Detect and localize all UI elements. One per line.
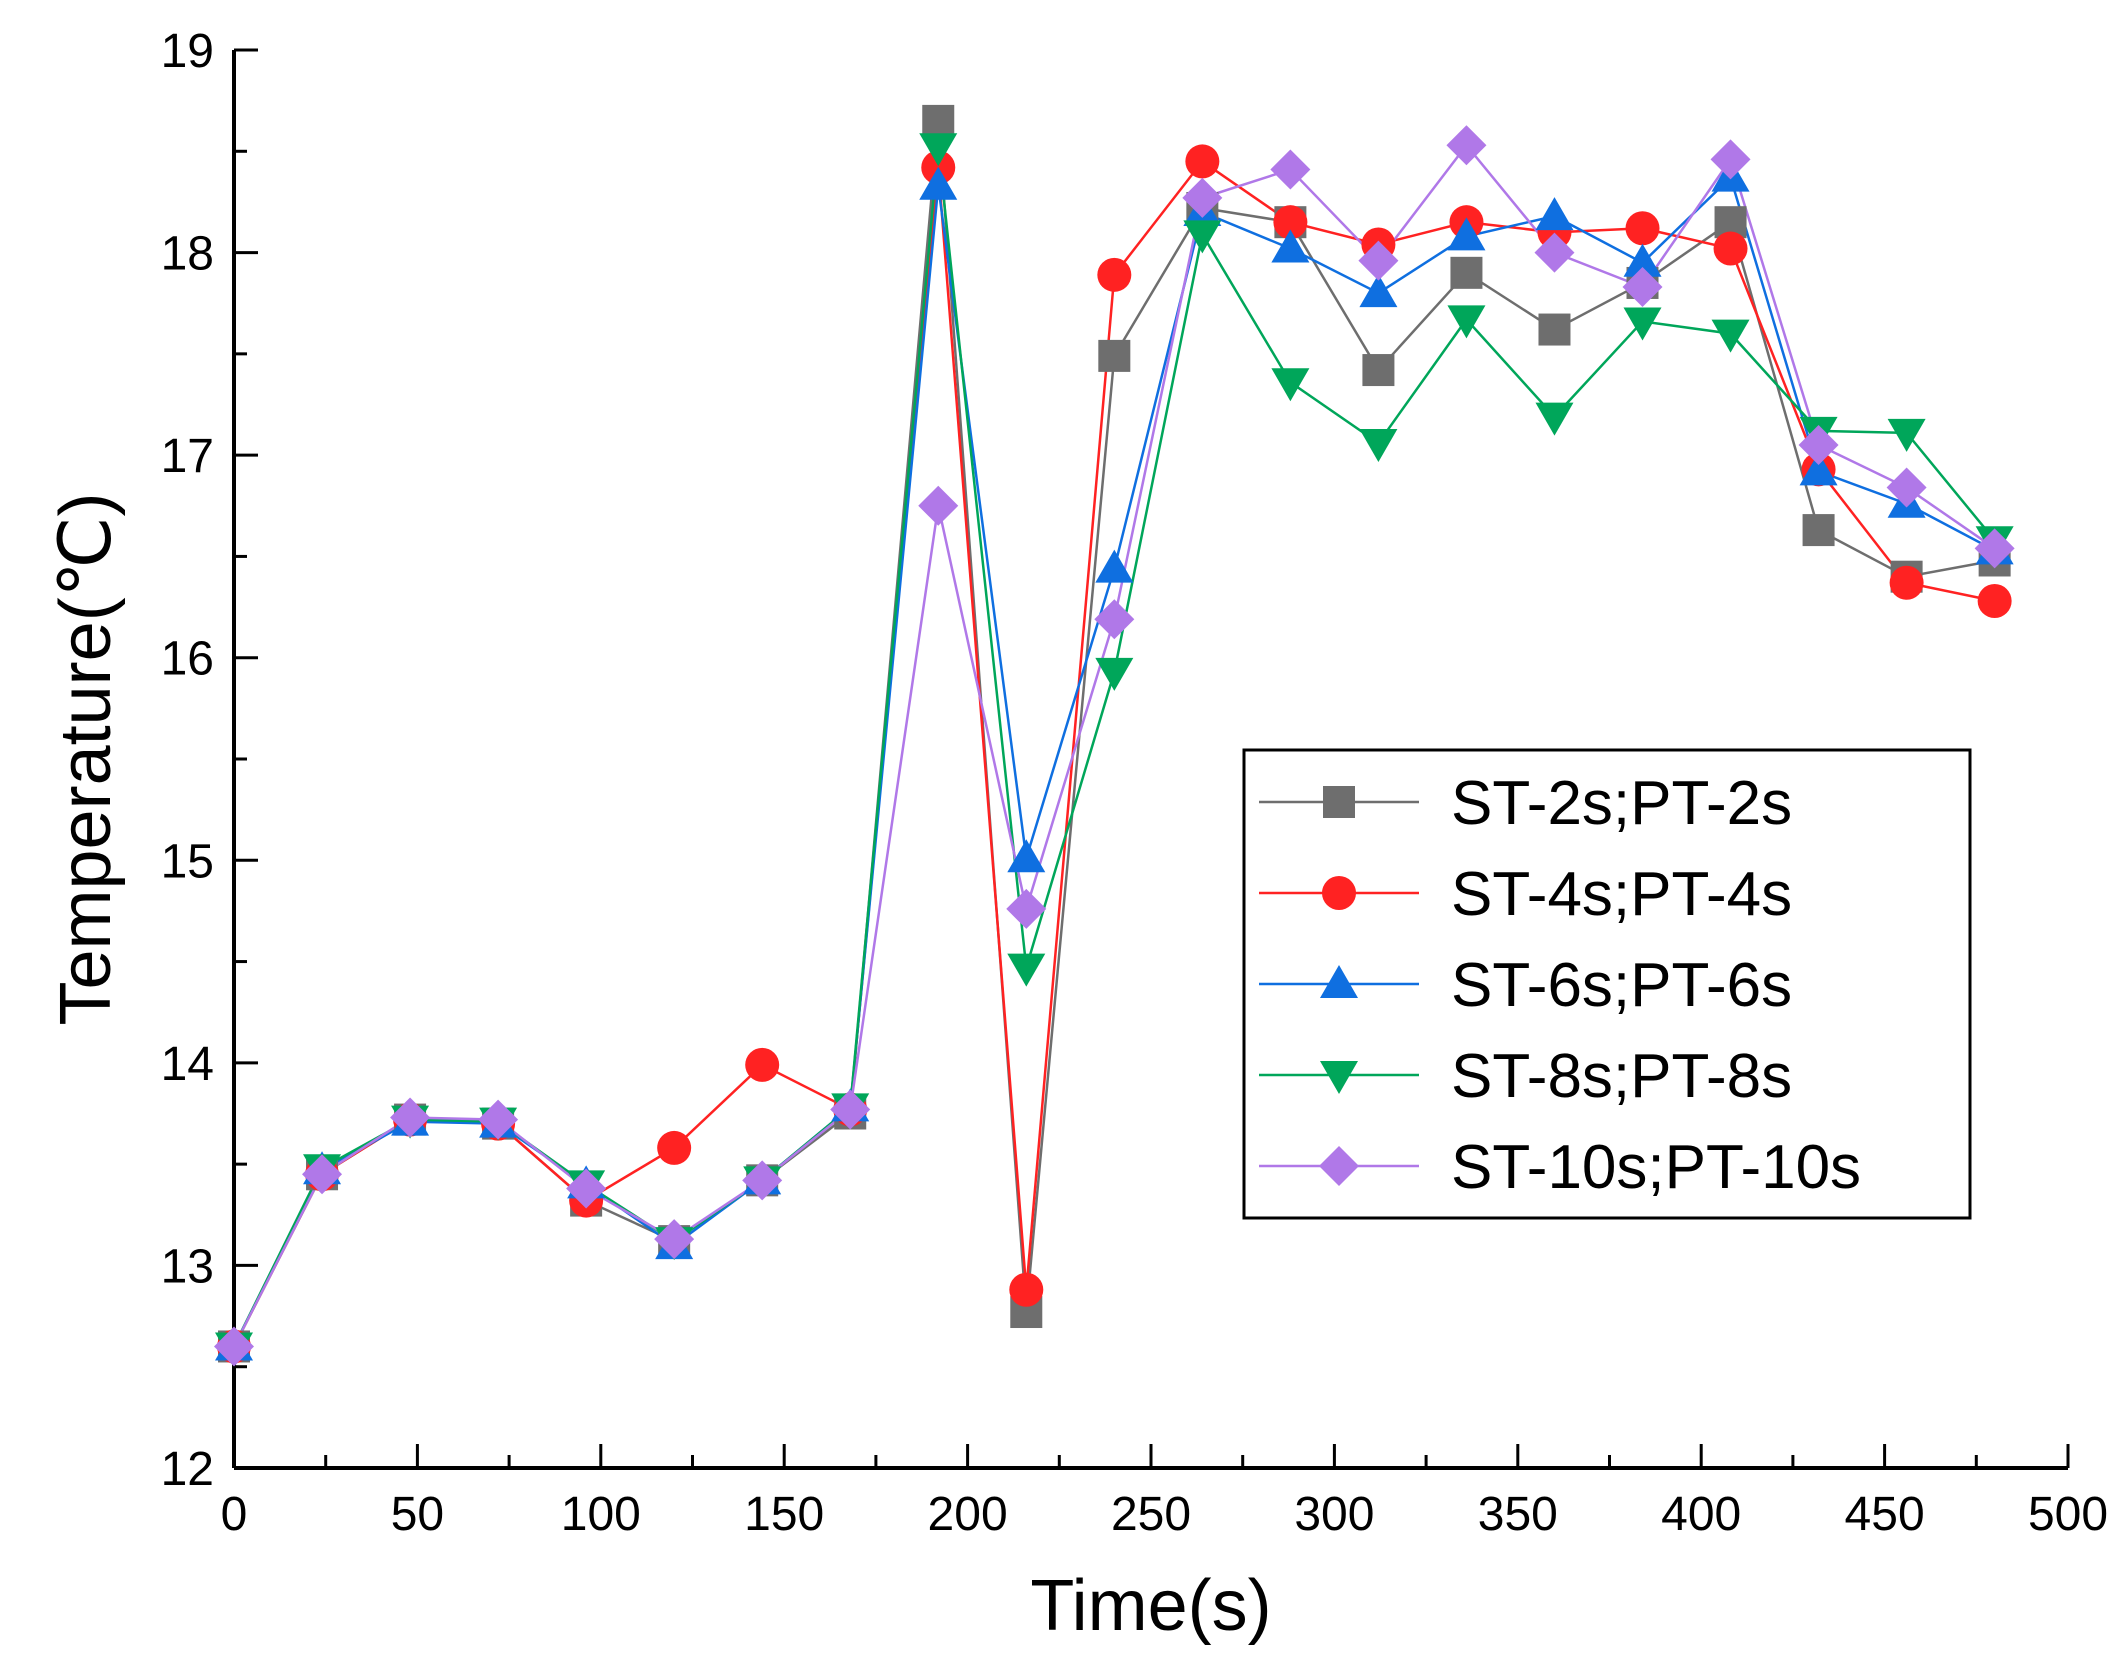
- data-point-series-2: [657, 1130, 692, 1165]
- data-point-series-3: [1271, 229, 1310, 263]
- data-point-series-2: [1185, 144, 1220, 179]
- legend-marker-5: [1319, 1146, 1359, 1186]
- data-point-series-5: [742, 1160, 783, 1201]
- x-tick-label: 250: [1111, 1488, 1191, 1541]
- data-point-series-3: [1447, 217, 1486, 251]
- x-axis-title: Time(s): [1030, 1566, 1271, 1646]
- data-point-series-5: [1974, 528, 2015, 569]
- y-tick-label: 13: [161, 1240, 214, 1293]
- data-point-series-2: [1625, 211, 1660, 246]
- y-tick-label: 19: [161, 25, 214, 78]
- data-point-series-4: [1623, 307, 1662, 341]
- data-point-series-5: [654, 1219, 695, 1260]
- data-point-series-4: [1535, 402, 1574, 436]
- data-point-series-5: [918, 485, 959, 526]
- data-point-series-5: [1886, 467, 1927, 508]
- legend-label-2: ST-4s;PT-4s: [1451, 860, 1792, 929]
- data-point-series-4: [1183, 220, 1222, 254]
- data-point-series-3: [1007, 839, 1046, 873]
- data-point-series-5: [302, 1154, 343, 1195]
- legend: ST-2s;PT-2s ST-4s;PT-4s ST-6s;PT-6s ST-8s;P…: [1242, 748, 1972, 1220]
- x-tick-label: 350: [1478, 1488, 1558, 1541]
- y-tick-label: 17: [161, 430, 214, 483]
- data-point-series-1: [1802, 514, 1835, 547]
- y-axis-title: Temperature(℃): [46, 492, 126, 1025]
- data-point-series-5: [1006, 888, 1047, 929]
- data-point-series-1: [922, 104, 955, 137]
- x-tick-label: 400: [1661, 1488, 1741, 1541]
- data-point-series-3: [919, 166, 958, 200]
- data-point-series-5: [1710, 139, 1751, 180]
- data-point-series-5: [478, 1099, 519, 1140]
- y-tick-label: 18: [161, 228, 214, 281]
- legend-label-4: ST-8s;PT-8s: [1451, 1042, 1792, 1111]
- data-point-series-4: [1447, 305, 1486, 339]
- data-point-series-5: [1798, 425, 1839, 466]
- data-point-series-4: [919, 133, 958, 167]
- data-point-series-2: [1977, 583, 2012, 618]
- data-point-series-3: [1359, 274, 1398, 308]
- x-tick-label: 500: [2028, 1488, 2108, 1541]
- axes: 0 50 100 150 200 250 300 350 400 450 500 12 13 14 15 16…: [161, 25, 2108, 1541]
- data-point-series-5: [1622, 267, 1663, 308]
- data-point-series-2: [1273, 205, 1308, 240]
- data-point-series-4: [1095, 657, 1134, 691]
- data-point-series-4: [1007, 953, 1046, 987]
- legend-label-1: ST-2s;PT-2s: [1451, 769, 1792, 838]
- data-point-series-5: [1182, 177, 1223, 218]
- y-tick-label: 16: [161, 633, 214, 686]
- data-point-series-3: [1095, 549, 1134, 583]
- data-point-series-5: [1358, 240, 1399, 281]
- data-point-series-5: [830, 1089, 871, 1130]
- x-tick-label: 300: [1294, 1488, 1374, 1541]
- data-point-series-2: [745, 1047, 780, 1082]
- data-point-series-4: [1711, 319, 1750, 353]
- legend-label-3: ST-6s;PT-6s: [1451, 951, 1792, 1020]
- data-point-series-1: [1450, 256, 1483, 289]
- data-point-series-2: [1009, 1272, 1044, 1307]
- data-point-series-4: [1359, 428, 1398, 462]
- x-tick-label: 100: [561, 1488, 641, 1541]
- x-tick-label: 50: [391, 1488, 444, 1541]
- data-point-series-1: [1362, 354, 1395, 387]
- data-point-series-2: [1889, 565, 1924, 600]
- x-tick-label: 150: [744, 1488, 824, 1541]
- legend-marker-4: [1320, 1061, 1358, 1094]
- data-point-series-4: [1271, 368, 1310, 402]
- data-point-series-5: [390, 1097, 431, 1138]
- series-markers: [214, 104, 2015, 1367]
- data-point-series-1: [1098, 339, 1131, 372]
- data-point-series-5: [1094, 599, 1135, 640]
- data-point-series-5: [1446, 125, 1487, 166]
- y-tick-label: 15: [161, 835, 214, 888]
- data-point-series-1: [1538, 313, 1571, 346]
- legend-marker-1: [1323, 786, 1355, 818]
- y-tick-label: 14: [161, 1038, 214, 1091]
- data-point-series-4: [1887, 418, 1926, 452]
- data-point-series-5: [566, 1168, 607, 1209]
- legend-marker-3: [1320, 965, 1358, 998]
- data-point-series-3: [1799, 452, 1838, 486]
- x-tick-label: 0: [221, 1488, 248, 1541]
- y-tick-label: 12: [161, 1443, 214, 1496]
- legend-marker-2: [1322, 876, 1356, 910]
- data-point-series-2: [1097, 257, 1132, 292]
- data-point-series-2: [1713, 231, 1748, 266]
- data-point-series-5: [214, 1326, 254, 1367]
- data-point-series-3: [1535, 197, 1574, 231]
- data-point-series-3: [1623, 243, 1662, 277]
- legend-label-5: ST-10s;PT-10s: [1451, 1133, 1861, 1202]
- x-tick-label: 450: [1845, 1488, 1925, 1541]
- data-point-series-5: [1534, 232, 1575, 273]
- x-tick-label: 200: [928, 1488, 1008, 1541]
- data-point-series-5: [1270, 149, 1311, 190]
